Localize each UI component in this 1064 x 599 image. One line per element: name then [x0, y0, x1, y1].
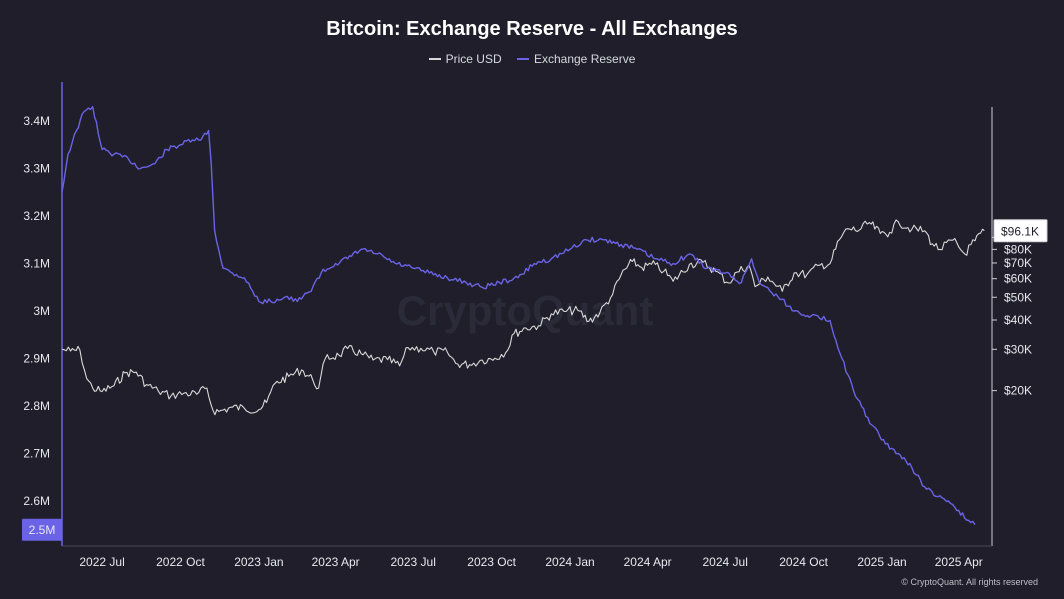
y-right-tick-label: $50K — [1004, 290, 1032, 304]
x-tick-label: 2025 Jan — [857, 555, 906, 569]
y-left-tick-label: 2.7M — [23, 447, 50, 461]
y-right-tick-label: $70K — [1004, 256, 1032, 270]
watermark: CryptoQuant — [397, 287, 654, 334]
y-left-tick-label: 2.9M — [23, 352, 50, 366]
y-right-tick-label: $40K — [1004, 313, 1032, 327]
series-line-price — [61, 219, 985, 416]
current-price-label: $96.1K — [1001, 225, 1039, 239]
x-tick-label: 2024 Jul — [703, 555, 748, 569]
legend-label-reserve: Exchange Reserve — [533, 52, 636, 66]
chart-title: Bitcoin: Exchange Reserve - All Exchange… — [326, 18, 738, 40]
series-line-reserve — [61, 106, 976, 526]
x-tick-label: 2023 Jan — [234, 555, 283, 569]
y-left-tick-label: 3.2M — [23, 209, 50, 223]
y-left-tick-label: 3.1M — [23, 257, 50, 271]
y-left-tick-label: 2.6M — [23, 494, 50, 508]
y-left-tick-label: 3.3M — [23, 162, 50, 176]
x-tick-label: 2023 Apr — [312, 555, 360, 569]
legend-item-reserve[interactable]: Exchange Reserve — [516, 52, 636, 66]
current-price-badge — [993, 219, 1048, 243]
x-tick-label: 2024 Jan — [545, 555, 594, 569]
x-tick-label: 2023 Oct — [467, 555, 516, 569]
y-right-tick-label: $80K — [1004, 242, 1032, 256]
y-left-tick-label: 2.8M — [23, 399, 50, 413]
y-left-tick-label: 3M — [33, 304, 50, 318]
y-right-tick-label: $30K — [1004, 342, 1032, 356]
x-tick-label: 2024 Oct — [779, 555, 828, 569]
y-right-tick-label: $60K — [1004, 272, 1032, 286]
legend-swatch-reserve — [516, 57, 529, 60]
current-reserve-label: 2.5M — [29, 523, 56, 537]
current-reserve-badge — [22, 518, 62, 541]
y-right-tick-label: $20K — [1004, 384, 1032, 398]
copyright-text: © CryptoQuant. All rights reserved — [901, 577, 1038, 587]
legend-swatch-price — [428, 57, 441, 60]
x-tick-label: 2023 Jul — [391, 555, 436, 569]
y-left-tick-label: 3.4M — [23, 114, 50, 128]
chart-legend: Price USD Exchange Reserve — [0, 52, 1064, 66]
x-tick-label: 2022 Jul — [79, 555, 124, 569]
legend-label-price: Price USD — [445, 52, 502, 66]
x-tick-label: 2022 Oct — [156, 555, 205, 569]
x-tick-label: 2025 Apr — [935, 555, 983, 569]
x-tick-label: 2024 Apr — [624, 555, 672, 569]
legend-item-price[interactable]: Price USD — [428, 52, 502, 66]
